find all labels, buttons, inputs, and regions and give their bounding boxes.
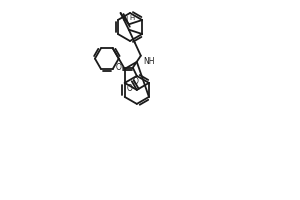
- Text: N: N: [123, 16, 128, 22]
- Text: O: O: [133, 77, 139, 86]
- Text: H: H: [130, 15, 135, 21]
- Text: O: O: [116, 63, 122, 72]
- Text: NH: NH: [143, 57, 154, 66]
- Text: O: O: [126, 84, 132, 93]
